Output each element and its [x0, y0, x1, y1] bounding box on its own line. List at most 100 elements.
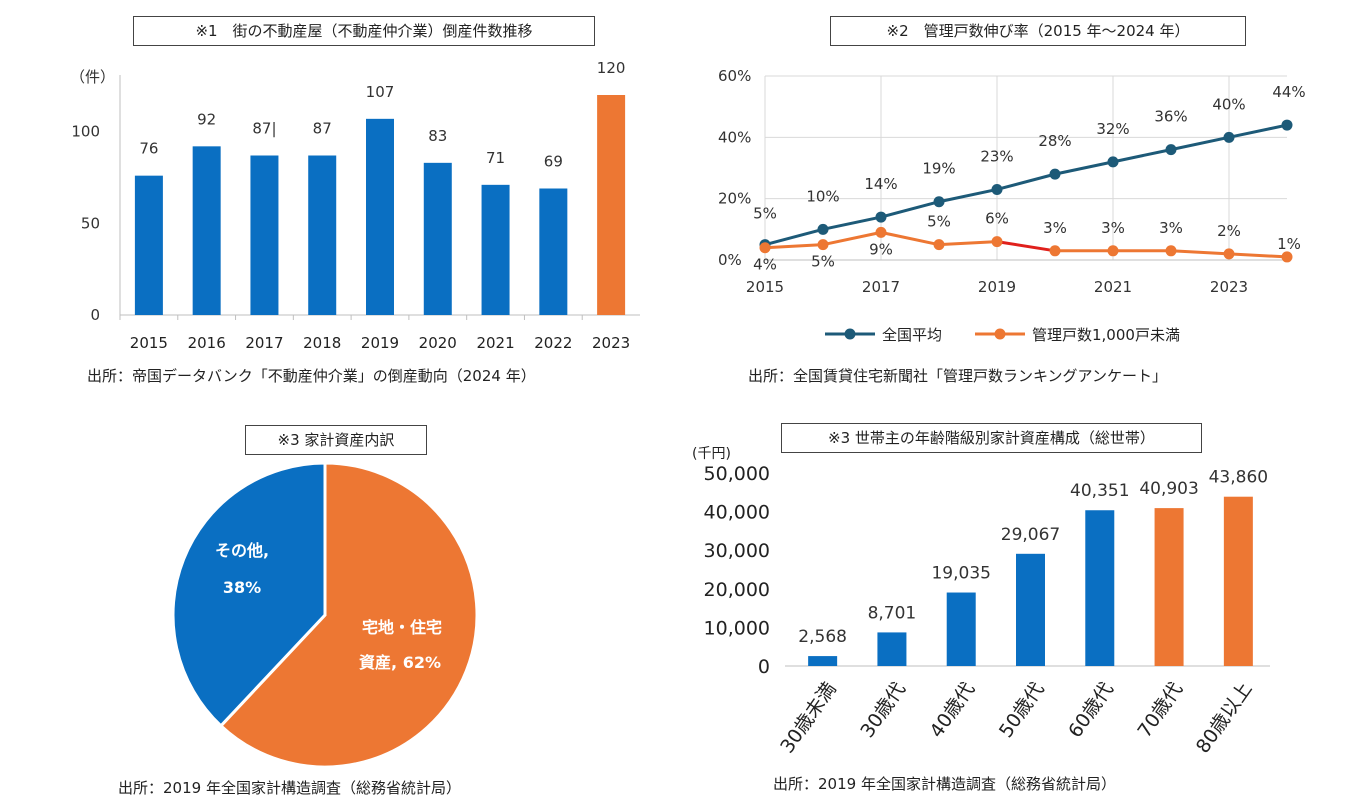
chart4-bar-2 — [946, 592, 976, 666]
chart3-label-other-name: その他, — [215, 541, 269, 560]
chart2-series-1-point-2018 — [933, 239, 945, 251]
chart4-data-label: 43,860 — [1209, 468, 1268, 488]
chart2-y-tick: 20% — [718, 190, 751, 208]
chart2-series-1-label: 3% — [1101, 219, 1125, 237]
chart4-x-tick: 60歳代 — [1064, 678, 1118, 742]
chart4-bar-6 — [1223, 496, 1253, 666]
chart2-series-1-label: 3% — [1159, 219, 1183, 237]
chart1-bar-2015 — [134, 175, 163, 315]
chart1-x-tick: 2021 — [476, 334, 514, 352]
chart4-x-tick: 30歳代 — [856, 678, 910, 742]
chart2-series-1-point-2023 — [1223, 248, 1235, 260]
chart4-data-label: 19,035 — [931, 564, 990, 584]
chart1-bar-2019 — [366, 118, 394, 315]
chart2-x-tick: 2019 — [978, 278, 1016, 296]
chart4-source: 出所：2019 年全国家計構造調査（総務省統計局） — [773, 775, 1116, 793]
chart1-data-label: 120 — [597, 60, 626, 77]
chart2-series-1-point-2024 — [1281, 251, 1293, 263]
chart2-series-0-point-2021 — [1107, 156, 1119, 168]
chart4-x-tick: 40歳代 — [926, 678, 980, 742]
chart2-series-1-segment — [1228, 252, 1288, 259]
chart2-legend-label-0: 全国平均 — [882, 326, 942, 344]
chart4-bar-1 — [877, 632, 907, 666]
chart2-legend-label-1: 管理戸数1,000戸未満 — [1032, 326, 1180, 344]
chart1-bar-2021 — [481, 184, 510, 315]
chart2-legend-marker-0 — [844, 328, 856, 340]
chart1-x-tick: 2023 — [592, 334, 630, 352]
chart2-series-0-label: 19% — [922, 160, 955, 178]
chart4-x-tick: 70歳代 — [1133, 678, 1187, 742]
chart1-y-tick: 0 — [90, 306, 100, 324]
chart2-series-1-point-2017 — [875, 226, 887, 238]
chart1-x-tick: 2015 — [130, 334, 168, 352]
chart2-y-tick: 60% — [718, 67, 751, 85]
chart2-series-0-label: 23% — [980, 147, 1013, 165]
chart3-label-other-value: 38% — [223, 578, 261, 597]
chart3-label-res-name: 宅地・住宅 — [362, 618, 442, 637]
chart2-legend-marker-1 — [994, 328, 1006, 340]
chart2-series-0-point-2017 — [875, 211, 887, 223]
chart3-slice-residential — [218, 461, 479, 769]
chart1-data-label: 69 — [544, 153, 563, 171]
chart1-source: 出所：帝国データバンク「不動産仲介業」の倒産動向（2024 年） — [87, 367, 536, 385]
chart2-series-1-point-2020 — [1049, 245, 1061, 257]
chart2-series-0-label: 5% — [753, 205, 777, 223]
chart2-series-0-label: 32% — [1096, 120, 1129, 138]
chart2-series-0-point-2020 — [1049, 168, 1061, 180]
chart4-bar-4 — [1085, 510, 1115, 666]
chart2-series-0-segment — [996, 172, 1056, 191]
chart2-series-0-point-2016 — [817, 223, 829, 235]
chart4-x-tick: 80歳以上 — [1192, 678, 1257, 757]
chart4-data-label: 40,903 — [1139, 479, 1198, 499]
chart1-data-label: 87 — [313, 120, 332, 138]
chart1-data-label: 87| — [252, 120, 276, 138]
chart2-series-1-label: 4% — [753, 256, 777, 274]
chart2-series-0-point-2023 — [1223, 131, 1235, 143]
chart4-y-tick: 40,000 — [704, 502, 770, 524]
chart4-data-label: 40,351 — [1070, 481, 1129, 501]
chart3-source: 出所：2019 年全国家計構造調査（総務省統計局） — [118, 779, 461, 797]
chart4-bar-5 — [1154, 508, 1184, 666]
chart3-slice-other — [171, 461, 327, 728]
chart2-series-1-point-2021 — [1107, 245, 1119, 257]
chart2-y-tick: 0% — [718, 251, 742, 269]
chart4-x-tick: 50歳代 — [995, 678, 1049, 742]
chart1-data-label: 76 — [139, 140, 158, 158]
chart1-title: ※1 街の不動産屋（不動産仲介業）倒産件数推移 — [133, 16, 595, 46]
chart2-series-1-segment — [938, 240, 998, 247]
chart1-x-tick: 2017 — [245, 334, 283, 352]
chart2-series-1-segment — [822, 230, 882, 247]
chart4-y-unit: (千円) — [692, 446, 731, 462]
chart2-series-0-label: 28% — [1038, 132, 1071, 150]
chart2-series-1-label: 1% — [1277, 235, 1301, 253]
chart2-x-tick: 2017 — [862, 278, 900, 296]
chart2-series-0-segment — [822, 215, 882, 231]
chart2-series-1-segment — [1170, 249, 1230, 256]
chart2-series-1-label: 2% — [1217, 222, 1241, 240]
chart2-series-0-segment — [1228, 123, 1288, 139]
chart2-series-0-point-2018 — [933, 196, 945, 208]
chart4-y-tick: 30,000 — [704, 540, 770, 562]
chart2-series-1-label: 5% — [811, 253, 835, 271]
chart4-bar-0 — [808, 656, 838, 666]
chart2-series-1-point-2019 — [991, 236, 1003, 248]
chart2-series-0-segment — [880, 200, 940, 219]
chart1-data-label: 71 — [486, 149, 505, 167]
chart4-data-label: 29,067 — [1001, 525, 1060, 545]
chart2-series-0-segment — [1112, 148, 1172, 164]
chart4-y-tick: 10,000 — [704, 617, 770, 639]
chart1-bar-2016 — [192, 146, 221, 315]
chart1-x-tick: 2020 — [419, 334, 457, 352]
chart1-data-label: 92 — [197, 110, 216, 128]
chart2-series-1-segment — [880, 230, 940, 247]
chart3-label-res-name2: 資産, — [359, 653, 397, 672]
chart2-series-0-label: 36% — [1154, 108, 1187, 126]
chart4-x-tick: 30歳未満 — [776, 678, 841, 757]
chart2-series-0-label: 40% — [1212, 95, 1245, 113]
chart1-bar-2023 — [597, 95, 626, 315]
chart2-series-0-point-2024 — [1281, 119, 1293, 131]
chart2-series-0-segment — [764, 227, 824, 247]
chart4-title: ※3 世帯主の年齢階級別家計資産構成（総世帯） — [781, 423, 1202, 453]
chart2-title: ※2 管理戸数伸び率（2015 年～2024 年） — [830, 16, 1246, 46]
